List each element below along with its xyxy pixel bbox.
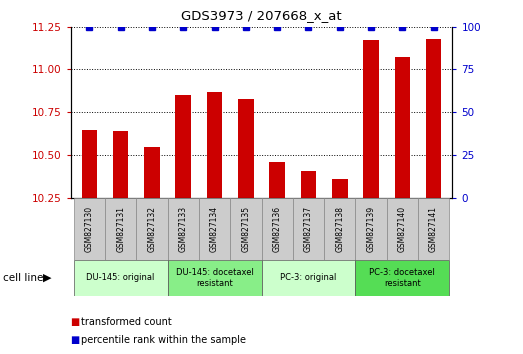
Text: ▶: ▶ [43,273,51,283]
Bar [74,198,105,260]
Text: GSM827133: GSM827133 [179,206,188,252]
Text: GSM827136: GSM827136 [272,206,282,252]
Bar [324,198,356,260]
Bar [105,198,137,260]
Bar [74,260,167,296]
Bar [207,92,222,198]
Bar [238,99,254,198]
Bar [230,198,262,260]
Text: GSM827139: GSM827139 [367,206,376,252]
Text: DU-145: docetaxel
resistant: DU-145: docetaxel resistant [176,268,254,287]
Text: GSM827134: GSM827134 [210,206,219,252]
Text: DU-145: original: DU-145: original [86,273,155,282]
Text: percentile rank within the sample: percentile rank within the sample [81,335,246,345]
Text: PC-3: original: PC-3: original [280,273,337,282]
Bar [175,95,191,198]
Text: GSM827137: GSM827137 [304,206,313,252]
Text: GSM827131: GSM827131 [116,206,125,252]
Bar [199,198,230,260]
Bar [113,131,129,198]
Bar [356,198,386,260]
Bar [269,162,285,198]
Text: ■: ■ [71,317,80,327]
Text: GDS3973 / 207668_x_at: GDS3973 / 207668_x_at [181,9,342,22]
Text: ■: ■ [71,335,80,345]
Text: GSM827138: GSM827138 [335,206,344,252]
Bar [394,57,410,198]
Text: GSM827140: GSM827140 [398,206,407,252]
Text: GSM827130: GSM827130 [85,206,94,252]
Bar [137,198,167,260]
Text: PC-3: docetaxel
resistant: PC-3: docetaxel resistant [369,268,435,287]
Bar [262,198,293,260]
Bar [82,130,97,198]
Bar [262,260,356,296]
Text: cell line: cell line [3,273,43,283]
Bar [301,171,316,198]
Bar [167,198,199,260]
Bar [386,198,418,260]
Bar [356,260,449,296]
Bar [167,260,262,296]
Bar [418,198,449,260]
Text: GSM827141: GSM827141 [429,206,438,252]
Bar [144,147,160,198]
Bar [332,179,348,198]
Text: GSM827135: GSM827135 [241,206,251,252]
Text: GSM827132: GSM827132 [147,206,156,252]
Text: transformed count: transformed count [81,317,172,327]
Bar [363,40,379,198]
Bar [293,198,324,260]
Bar [426,39,441,198]
